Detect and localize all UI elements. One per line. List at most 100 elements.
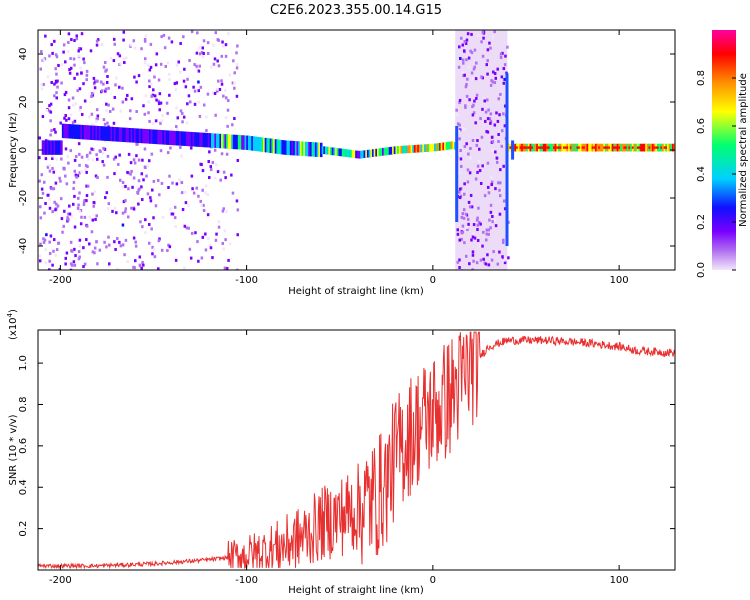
spectrogram-ridge-cell [202,132,206,148]
spectrogram-cell [503,207,507,211]
spectrogram-cell [223,88,227,92]
spectrogram-ridge-cell [383,147,387,156]
spectrogram-cell [195,186,199,190]
spectrogram-cell [491,140,495,144]
spectrogram-cell [502,238,505,242]
spectrogram-ridge-cell [345,149,348,157]
spectrogram-cell [55,157,58,161]
spectrogram-cell [55,55,59,59]
spectrogram-cell [49,102,53,106]
spectrogram-cell [147,241,151,245]
spectrogram-ridge-cell [417,144,420,153]
spectrogram-cell [78,171,81,175]
spectrogram-cell [51,51,54,55]
spectrogram-cell [204,248,208,252]
spectrogram-cell [132,176,136,180]
spectrogram-cell [93,80,97,84]
spectrogram-cell [175,63,179,67]
spectrogram-cell [458,98,462,102]
spectrogram-cell [90,230,94,234]
spectrogram-ridge-cell [251,136,254,151]
spectrogram-ridge-core [665,146,668,149]
spectrogram-cell [489,112,493,116]
spectrogram-ridge-cell [102,126,105,141]
spectrogram-cell [479,181,483,185]
spectrogram-ridge-cell [375,148,378,157]
spectrogram-cell [82,200,86,204]
spectrogram-cell [208,243,212,247]
spectrogram-ridge-cell [43,140,46,155]
y-tick-label: 0.2 [18,521,29,537]
spectrogram-cell [187,94,191,98]
spectrogram-cell [486,59,489,63]
spectrogram-cell [221,209,225,213]
spectrogram-cell [161,114,164,118]
spectrogram-cell [96,176,99,180]
spectrogram-ridge-cell [278,139,281,155]
spectrogram-cell [116,267,119,270]
spectrogram-cell [188,100,192,104]
spectrogram-cell [85,170,88,174]
spectrogram-cell [163,46,167,50]
spectrogram-cell [194,231,197,235]
spectrogram-cell [222,207,225,211]
spectrogram-cell [482,97,486,101]
spectrogram-cell [476,238,480,242]
spectrogram-cell [227,32,230,36]
spectrogram-ridge-cell [108,126,112,142]
spectrogram-cell [471,235,475,239]
spectrogram-cell [94,174,98,178]
spectrogram-cell [176,116,180,120]
spectrogram-cell [85,238,88,242]
snr-panel: -200 -100 0 100 0.2 0.4 0.6 0.8 1.0 Height of st… [6,309,676,596]
spectrogram-cell [113,42,116,46]
spectrogram-ridge-core [547,146,551,149]
spectrogram-cell [159,121,162,125]
spectrogram-ridge-core [663,146,667,149]
spectrogram-cell [200,256,204,260]
spectrogram-cell [461,58,465,62]
spectrogram-cell [49,110,53,114]
spectrogram-cell [487,263,491,267]
spectrogram-cell [105,68,108,72]
colorbar-label: Normalized spectral amplitude [738,73,749,227]
spectrogram-cell [71,96,75,100]
spectrogram-ridge-cell [529,143,533,152]
spectrogram-ridge-cell [376,148,380,157]
spectrogram-cell [57,64,60,68]
spectrogram-cell [458,266,461,270]
spectrogram-cell [484,119,487,123]
spectrogram-cell [42,240,46,244]
spectrogram-ridge-cell [348,149,351,158]
spectrogram-cell [491,80,495,84]
spectrogram-cell [153,94,157,98]
spectrogram-ridge-core [660,146,663,149]
spectrogram-cell [70,38,73,42]
spectrogram-cell [469,193,473,197]
spectrogram-cell [38,254,42,258]
spectrogram-cell [466,168,470,172]
spectrogram-cell [470,71,474,75]
spectrogram-cell [123,253,126,257]
y-tick-label: 0.4 [18,479,29,495]
spectrogram-cell [141,198,144,202]
snr-multiplier: (x104) [6,309,19,340]
spectrogram-cell [182,35,185,39]
spectrogram-cell [108,262,111,266]
spectrogram-ridge-cell [83,125,87,140]
spectrogram-cell [95,43,99,47]
spectrogram-cell [461,224,465,228]
spectrogram-cell [464,104,467,108]
spectrogram-cell [78,191,81,195]
spectrogram-cell [133,46,137,50]
spectrogram-cell [202,51,205,55]
spectrogram-cell [49,133,52,137]
spectrogram-cell [197,100,200,104]
spectrogram-cell [66,50,70,54]
spectrogram-cell [477,160,481,164]
spectrogram-cell [502,81,506,85]
spectrogram-cell [48,109,51,113]
spectrogram-cell [68,212,72,216]
spectrogram-ridge-cell [616,143,620,152]
spectrogram-ridge-core [651,146,655,149]
